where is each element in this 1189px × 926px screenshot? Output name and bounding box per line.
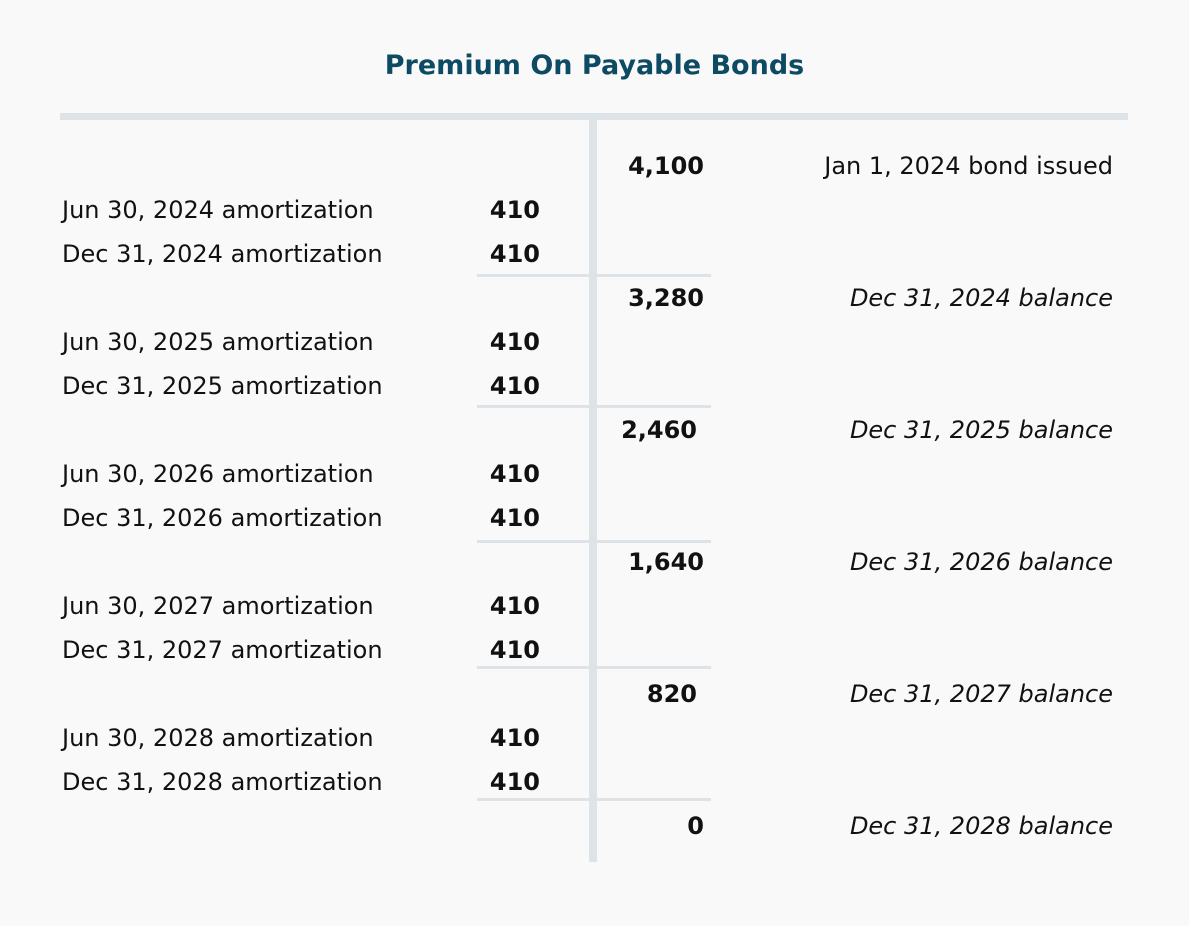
debit-label: Jun 30, 2026 amortization [62,460,374,488]
balance-amount: 2,460 [621,416,697,444]
debit-label: Dec 31, 2027 amortization [62,636,383,664]
debit-amount: 410 [489,196,540,224]
debit-amount: 410 [489,460,540,488]
debit-label: Dec 31, 2026 amortization [62,504,383,532]
balance-note: Dec 31, 2025 balance [849,416,1113,444]
debit-amount: 410 [489,768,540,796]
balance-note: Dec 31, 2026 balance [849,548,1113,576]
balance-amount: 3,280 [628,284,704,312]
balance-amount: 0 [687,812,704,840]
opening-amount: 4,100 [628,152,704,180]
subtotal-rule [477,274,711,277]
balance-amount: 820 [646,680,697,708]
opening-note: Jan 1, 2024 bond issued [824,152,1113,180]
balance-amount: 1,640 [628,548,704,576]
balance-note: Dec 31, 2027 balance [849,680,1113,708]
subtotal-rule [477,798,711,801]
debit-label: Dec 31, 2025 amortization [62,372,383,400]
balance-note: Dec 31, 2028 balance [849,812,1113,840]
debit-label: Jun 30, 2027 amortization [62,592,374,620]
debit-amount: 410 [489,240,540,268]
debit-amount: 410 [489,724,540,752]
t-account-top-bar [60,113,1128,120]
debit-amount: 410 [489,636,540,664]
debit-amount: 410 [489,328,540,356]
debit-label: Jun 30, 2025 amortization [62,328,374,356]
debit-label: Dec 31, 2028 amortization [62,768,383,796]
debit-amount: 410 [489,592,540,620]
debit-label: Dec 31, 2024 amortization [62,240,383,268]
balance-note: Dec 31, 2024 balance [849,284,1113,312]
t-account-center-bar [589,120,597,862]
debit-label: Jun 30, 2024 amortization [62,196,374,224]
debit-label: Jun 30, 2028 amortization [62,724,374,752]
page-title: Premium On Payable Bonds [384,50,805,81]
subtotal-rule [477,540,711,543]
subtotal-rule [477,405,711,408]
subtotal-rule [477,666,711,669]
debit-amount: 410 [489,372,540,400]
debit-amount: 410 [489,504,540,532]
